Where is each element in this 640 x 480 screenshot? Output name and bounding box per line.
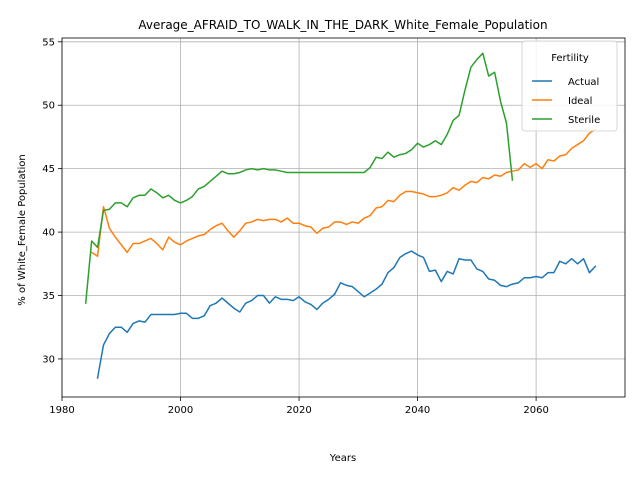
y-tick-label-30: 30 — [42, 354, 55, 365]
series-lines — [84, 52, 597, 379]
x-tick-label-2020: 2020 — [286, 405, 311, 416]
y-tick-label-55: 55 — [42, 37, 55, 48]
y-axis-label: % of White_Female Population — [17, 154, 28, 305]
chart-title: Average_AFRAID_TO_WALK_IN_THE_DARK_White… — [138, 18, 547, 32]
series-line-actual — [96, 250, 597, 379]
y-tick-label-40: 40 — [42, 228, 55, 239]
x-tick-label-1980: 1980 — [49, 405, 74, 416]
plot-frame — [61, 37, 626, 398]
y-tick-label-45: 45 — [42, 164, 55, 175]
legend-label-actual: Actual — [568, 77, 599, 88]
legend-label-sterile: Sterile — [568, 115, 600, 126]
x-tick-label-2060: 2060 — [523, 405, 548, 416]
axis-ticks: 1980 2000 2020 2040 2060 30 35 40 45 50 55 — [42, 37, 549, 416]
x-tick-label-2000: 2000 — [168, 405, 193, 416]
legend-title: Fertility — [551, 53, 589, 64]
series-line-sterile — [84, 52, 514, 304]
legend-label-ideal: Ideal — [568, 96, 592, 107]
x-tick-label-2040: 2040 — [405, 405, 430, 416]
legend-frame — [521, 40, 618, 132]
legend: Fertility Actual Ideal Sterile — [521, 40, 618, 132]
y-tick-label-50: 50 — [42, 101, 55, 112]
x-axis-label: Years — [329, 453, 356, 464]
y-tick-label-35: 35 — [42, 291, 55, 302]
